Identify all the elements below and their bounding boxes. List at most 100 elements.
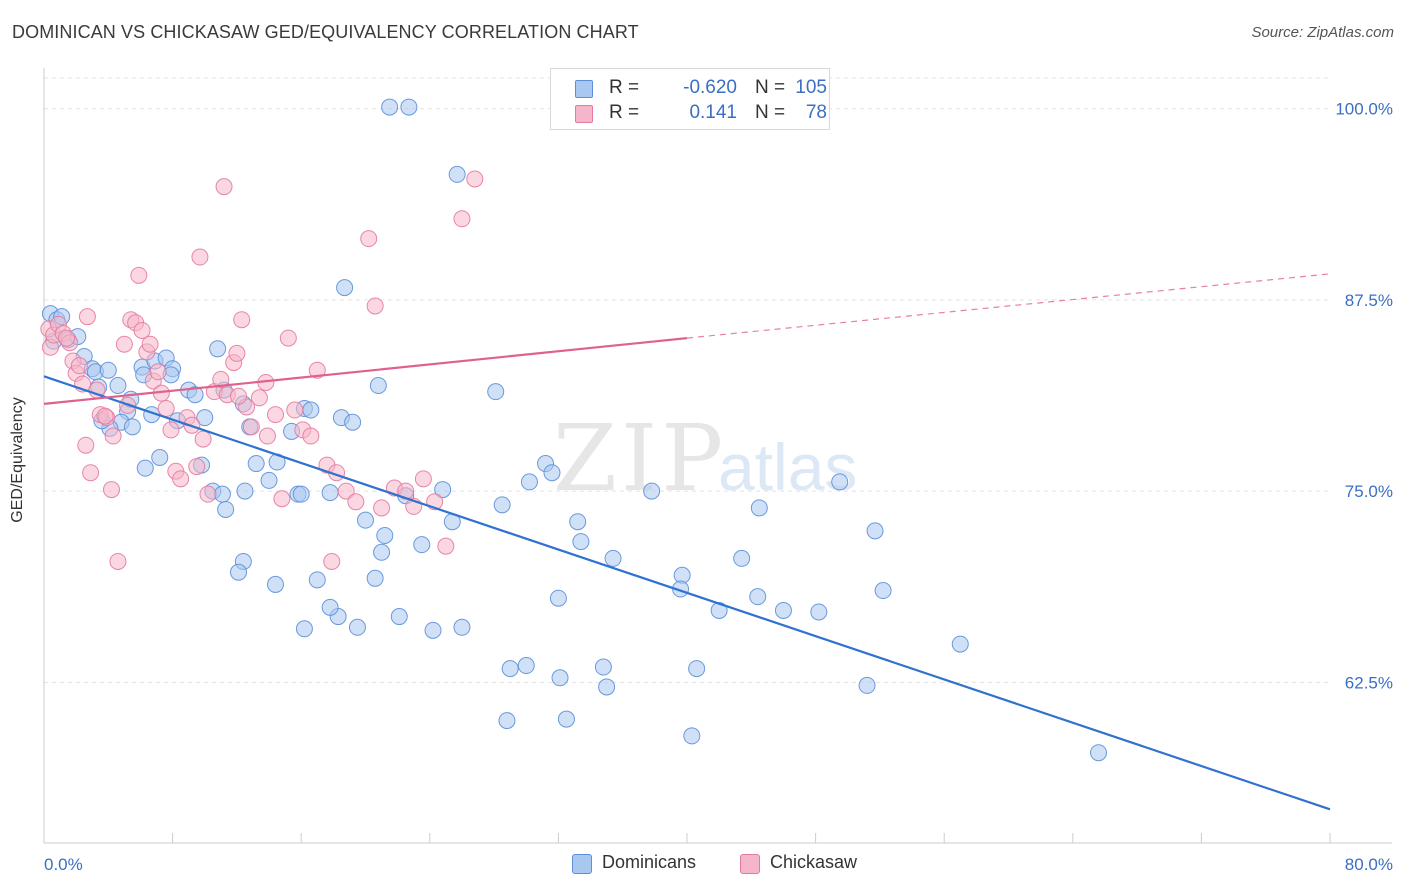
point-dominicans bbox=[376, 526, 394, 544]
point-chickasaw bbox=[212, 370, 230, 388]
point-chickasaw bbox=[78, 308, 96, 326]
point-dominicans bbox=[373, 543, 391, 561]
point-chickasaw bbox=[104, 427, 122, 445]
point-dominicans bbox=[543, 464, 561, 482]
point-dominicans bbox=[236, 482, 254, 500]
point-dominicans bbox=[604, 549, 622, 567]
point-dominicans bbox=[520, 473, 538, 491]
point-dominicans bbox=[321, 598, 339, 616]
point-dominicans bbox=[381, 98, 399, 116]
point-chickasaw bbox=[308, 361, 326, 379]
source-label: Source: ZipAtlas.com bbox=[1251, 24, 1394, 41]
legend-r-label: R = bbox=[609, 77, 640, 98]
bottom-legend-label: Chickasaw bbox=[770, 852, 858, 872]
point-chickasaw bbox=[414, 470, 432, 488]
point-chickasaw bbox=[323, 552, 341, 570]
point-dominicans bbox=[247, 455, 265, 473]
tick-labels: 100.0% 87.5% 75.0% 62.5% 0.0% 80.0% bbox=[44, 100, 1393, 874]
point-dominicans bbox=[295, 620, 313, 638]
point-chickasaw bbox=[149, 363, 167, 381]
point-dominicans bbox=[866, 522, 884, 540]
point-chickasaw bbox=[103, 481, 121, 499]
point-dominicans bbox=[683, 727, 701, 745]
y-axis-label: GED/Equivalency bbox=[9, 397, 26, 523]
point-dominicans bbox=[209, 340, 227, 358]
point-dominicans bbox=[549, 589, 567, 607]
point-dominicans bbox=[1090, 744, 1108, 762]
point-chickasaw bbox=[70, 357, 88, 375]
point-chickasaw bbox=[58, 329, 76, 347]
point-chickasaw bbox=[266, 406, 284, 424]
point-dominicans bbox=[749, 588, 767, 606]
legend-r-value: 0.141 bbox=[689, 102, 737, 123]
point-chickasaw bbox=[233, 311, 251, 329]
point-chickasaw bbox=[373, 499, 391, 517]
point-chickasaw bbox=[360, 230, 378, 248]
point-chickasaw bbox=[347, 493, 365, 511]
point-dominicans bbox=[357, 511, 374, 529]
point-dominicans bbox=[366, 569, 384, 587]
point-chickasaw bbox=[242, 418, 260, 436]
watermark: ZIP atlas bbox=[553, 405, 857, 512]
point-dominicans bbox=[572, 533, 590, 551]
point-chickasaw bbox=[77, 436, 95, 454]
point-chickasaw bbox=[188, 458, 206, 476]
point-dominicans bbox=[858, 676, 876, 694]
y-tick-label: 100.0% bbox=[1335, 100, 1393, 119]
point-dominicans bbox=[348, 618, 366, 636]
point-dominicans bbox=[136, 459, 154, 477]
point-chickasaw bbox=[96, 407, 114, 425]
point-chickasaw bbox=[437, 537, 455, 555]
point-chickasaw bbox=[115, 335, 133, 353]
x-tick-label: 0.0% bbox=[44, 855, 83, 874]
point-chickasaw bbox=[273, 490, 291, 508]
point-chickasaw bbox=[279, 329, 297, 347]
point-chickasaw bbox=[82, 464, 100, 482]
point-dominicans bbox=[369, 377, 387, 395]
point-dominicans bbox=[390, 608, 408, 626]
point-chickasaw bbox=[337, 482, 355, 500]
point-dominicans bbox=[501, 660, 519, 678]
point-dominicans bbox=[643, 482, 661, 500]
point-chickasaw bbox=[199, 485, 217, 503]
point-dominicans bbox=[557, 710, 575, 728]
point-chickasaw bbox=[194, 430, 212, 448]
point-dominicans bbox=[302, 401, 320, 419]
point-dominicans bbox=[217, 500, 235, 518]
point-dominicans bbox=[951, 635, 969, 653]
point-chickasaw bbox=[258, 427, 276, 445]
y-tick-label: 75.0% bbox=[1345, 482, 1393, 501]
point-dominicans bbox=[196, 409, 214, 427]
point-dominicans bbox=[874, 582, 892, 600]
legend-n-label: N = bbox=[755, 102, 786, 123]
point-chickasaw bbox=[286, 401, 304, 419]
point-dominicans bbox=[774, 601, 792, 619]
legend-n-value: 78 bbox=[805, 102, 827, 123]
point-chickasaw bbox=[230, 387, 248, 405]
point-dominicans bbox=[487, 383, 505, 401]
legend-r-value: -0.620 bbox=[683, 77, 737, 98]
chart-title: DOMINICAN VS CHICKASAW GED/EQUIVALENCY C… bbox=[12, 22, 639, 42]
point-chickasaw bbox=[162, 421, 180, 439]
point-chickasaw bbox=[130, 266, 148, 284]
point-dominicans bbox=[344, 413, 362, 431]
point-dominicans bbox=[448, 165, 466, 183]
point-dominicans bbox=[292, 485, 310, 503]
point-dominicans bbox=[498, 712, 516, 730]
axes bbox=[43, 68, 1392, 844]
trend-line-chickasaw-extension bbox=[686, 273, 1331, 339]
point-dominicans bbox=[424, 621, 442, 639]
point-dominicans bbox=[321, 484, 339, 502]
y-tick-label: 62.5% bbox=[1345, 673, 1393, 692]
point-chickasaw bbox=[228, 344, 246, 362]
point-dominicans bbox=[493, 496, 511, 514]
point-dominicans bbox=[336, 279, 354, 297]
legend-swatch-chickasaw bbox=[575, 105, 593, 123]
point-dominicans bbox=[260, 471, 278, 489]
point-dominicans bbox=[151, 448, 169, 466]
point-dominicans bbox=[831, 473, 849, 491]
y-tick-label: 87.5% bbox=[1345, 291, 1393, 310]
stats-legend: R = -0.620 N = 105 R = 0.141 N = 78 bbox=[550, 68, 830, 130]
point-dominicans bbox=[308, 571, 326, 589]
